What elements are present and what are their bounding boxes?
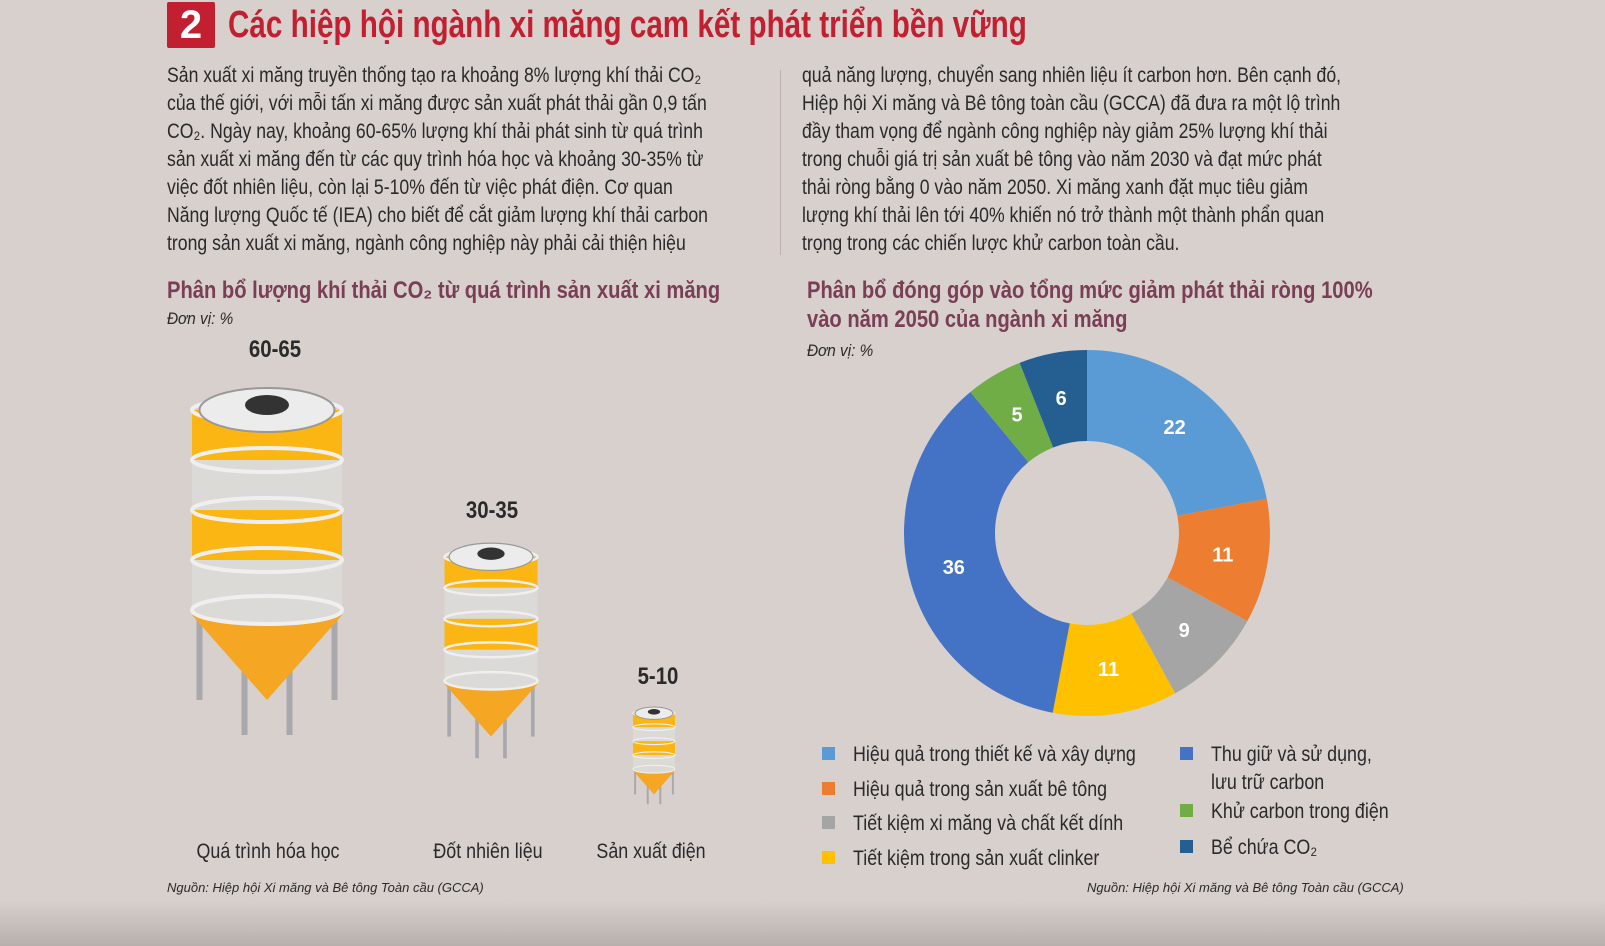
text-line: sản xuất xi măng đến từ các quy trình hó… — [167, 148, 704, 171]
category-label: Sản xuất điện — [596, 840, 706, 863]
silo-ring — [632, 737, 676, 746]
value-label: 30-35 — [465, 497, 519, 524]
text-line: thải ròng bằng 0 vào năm 2050. Xi măng x… — [802, 176, 1309, 199]
column-divider — [780, 70, 781, 255]
donut-slice — [1131, 577, 1248, 694]
legend-label: Hiệu quả trong sản xuất bê tông — [853, 778, 1108, 801]
legend-swatch — [1180, 747, 1193, 760]
section-number-badge: 2 — [167, 2, 215, 48]
slice-value-label: 5 — [1011, 405, 1022, 427]
chart2-unit: Đơn vị: % — [807, 341, 874, 360]
silo — [443, 542, 539, 759]
slice-value-label: 6 — [1056, 388, 1067, 410]
legend-label: Thu giữ và sử dụng, lưu trữ carbon — [1211, 741, 1372, 797]
slice-value-label: 22 — [1164, 417, 1186, 439]
legend-label-line: lưu trữ carbon — [1211, 771, 1325, 794]
silo-cone — [633, 770, 675, 795]
legend-item: Thu giữ và sử dụng, lưu trữ carbon — [1180, 741, 1400, 797]
value-label: 60-65 — [248, 336, 302, 363]
text-line: Năng lượng Quốc tế (IEA) cho biết để cắt… — [167, 204, 708, 227]
slice-value-label: 11 — [1212, 545, 1233, 567]
chart2-title-line: vào năm 2050 của ngành xi măng — [807, 306, 1128, 333]
donut-slice — [1087, 350, 1267, 516]
silo-ring — [190, 496, 344, 524]
text-line: Hiệp hội Xi măng và Bê tông toàn cầu (GC… — [802, 92, 1341, 115]
silo-chart — [190, 387, 676, 805]
text-line: việc đốt nhiên liệu, còn lại 5-10% đến t… — [167, 176, 673, 199]
donut-chart: 22 11 9 11 36 5 6 — [904, 350, 1270, 716]
text-line: trong sản xuất xi măng, ngành công nghiệ… — [167, 232, 686, 255]
legend-label: Hiệu quả trong thiết kế và xây dựng — [853, 743, 1136, 766]
silo-ring — [443, 610, 539, 628]
chart2-title-line: Phân bổ đóng góp vào tổng mức giảm phát … — [807, 277, 1373, 304]
legend-item: Bể chứa CO₂ — [1180, 834, 1336, 862]
silo-ring — [632, 723, 676, 732]
donut-slice — [1052, 613, 1176, 716]
category-label: Đốt nhiên liệu — [433, 840, 543, 863]
donut-slice — [1019, 350, 1087, 448]
text-line: Sản xuất xi măng truyền thống tạo ra kho… — [167, 64, 702, 87]
chart1-title: Phân bổ lượng khí thải CO₂ từ quá trình … — [167, 277, 721, 304]
legend-item: Hiệu quả trong thiết kế và xây dựng — [822, 741, 1186, 769]
slice-value-label: 9 — [1179, 620, 1190, 642]
silo-ring — [443, 641, 539, 659]
legend-swatch — [822, 782, 835, 795]
legend-item: Tiết kiệm trong sản xuất clinker — [822, 845, 1143, 873]
silo-ring — [443, 670, 539, 691]
text-line: trong chuỗi giá trị sản xuất bê tông vào… — [802, 148, 1322, 171]
legend-item: Khử carbon trong điện — [1180, 798, 1420, 826]
category-label: Quá trình hóa học — [196, 840, 340, 863]
legend-swatch — [822, 816, 835, 829]
source-note: Nguồn: Hiệp hội Xi măng và Bê tông Toàn … — [1087, 880, 1404, 895]
donut-slice — [904, 391, 1070, 713]
bottom-shadow — [0, 900, 1605, 946]
legend-item: Hiệu quả trong sản xuất bê tông — [822, 776, 1152, 804]
value-label: 5-10 — [637, 663, 679, 690]
silo — [632, 706, 676, 805]
page-title: Các hiệp hội ngành xi măng cam kết phát … — [228, 4, 1027, 46]
text-line: đầy tham vọng để ngành công nghiệp này g… — [802, 120, 1328, 143]
legend-swatch — [822, 747, 835, 760]
silo-ring — [632, 764, 676, 774]
legend-label: Bể chứa CO₂ — [1211, 836, 1318, 859]
text-line: của thế giới, với mỗi tấn xi măng được s… — [167, 92, 707, 115]
body-text-right: quả năng lượng, chuyển sang nhiên liệu í… — [802, 62, 1444, 258]
chart1-unit: Đơn vị: % — [167, 309, 234, 328]
silo-cone — [192, 615, 342, 700]
text-line: trọng trong các chiến lược khử carbon to… — [802, 232, 1180, 255]
silo-cone — [444, 683, 538, 737]
source-note: Nguồn: Hiệp hội Xi măng và Bê tông Toàn … — [167, 880, 484, 895]
body-text-left: Sản xuất xi măng truyền thống tạo ra kho… — [167, 62, 811, 258]
silo-ring — [190, 446, 344, 474]
silo — [190, 387, 344, 735]
silo-ring — [190, 594, 344, 626]
legend-swatch — [1180, 840, 1193, 853]
silo-hatch — [477, 547, 505, 560]
text-line: lượng khí thải lên tới 40% khiến nó trở … — [802, 204, 1325, 227]
legend-label: Khử carbon trong điện — [1211, 800, 1389, 823]
slice-value-label: 11 — [1098, 659, 1119, 681]
legend-item: Tiết kiệm xi măng và chất kết dính — [822, 810, 1171, 838]
silo-hatch — [647, 709, 661, 715]
donut-slice — [970, 362, 1054, 463]
silo-hatch — [245, 395, 289, 415]
text-line: quả năng lượng, chuyển sang nhiên liệu í… — [802, 64, 1342, 87]
legend-label-line: Thu giữ và sử dụng, — [1211, 743, 1372, 766]
silo-ring — [443, 579, 539, 597]
legend-label: Tiết kiệm trong sản xuất clinker — [853, 847, 1100, 870]
legend-label: Tiết kiệm xi măng và chất kết dính — [853, 812, 1124, 835]
donut-slice — [1167, 498, 1270, 622]
slice-value-label: 36 — [943, 557, 965, 579]
text-line: CO₂. Ngày nay, khoảng 60-65% lượng khí t… — [167, 120, 703, 143]
legend-swatch — [822, 851, 835, 864]
legend-swatch — [1180, 804, 1193, 817]
silo-ring — [632, 751, 676, 760]
silo-ring — [190, 546, 344, 574]
